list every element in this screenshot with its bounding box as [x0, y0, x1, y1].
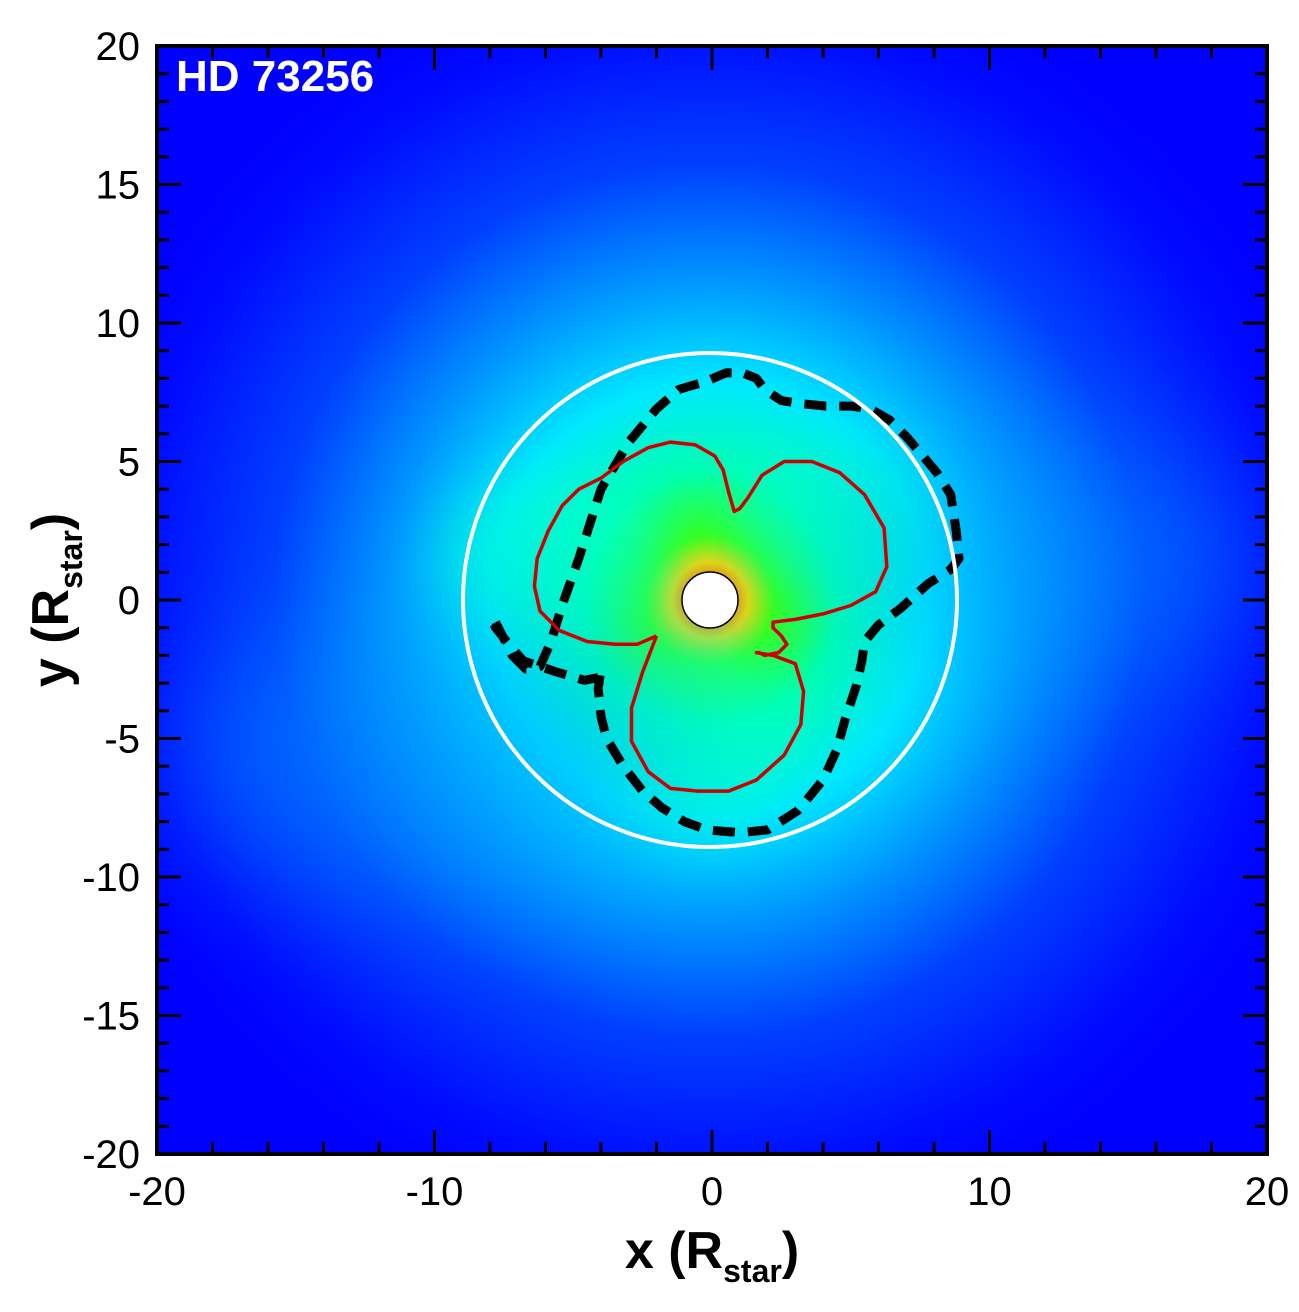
x-tick-label: -10: [406, 1170, 464, 1214]
y-tick-label: 5: [118, 441, 140, 485]
x-tick-label: -20: [128, 1170, 186, 1214]
y-tick-label: -20: [82, 1133, 140, 1177]
planet-orbit-circle: [461, 351, 959, 849]
y-tick-label: 20: [96, 25, 141, 69]
solid-contour-line: [532, 440, 889, 793]
panel-label: HD 73256: [176, 52, 374, 101]
x-tick-label: 10: [967, 1170, 1012, 1214]
axis-ticks: [155, 44, 1269, 1156]
x-tick-label: 20: [1245, 1170, 1290, 1214]
y-tick-label: -10: [82, 856, 140, 900]
y-axis-title: y (Rstar): [22, 513, 89, 687]
y-tick-label: 10: [96, 302, 141, 346]
y-tick-label: 15: [96, 164, 141, 208]
x-tick-label: 0: [701, 1170, 723, 1214]
x-axis-title: x (Rstar): [625, 1222, 799, 1289]
y-tick-label: 0: [118, 579, 140, 623]
y-tick-label: -5: [104, 718, 140, 762]
y-tick-label: -15: [82, 995, 140, 1039]
star-disk: [681, 571, 739, 629]
